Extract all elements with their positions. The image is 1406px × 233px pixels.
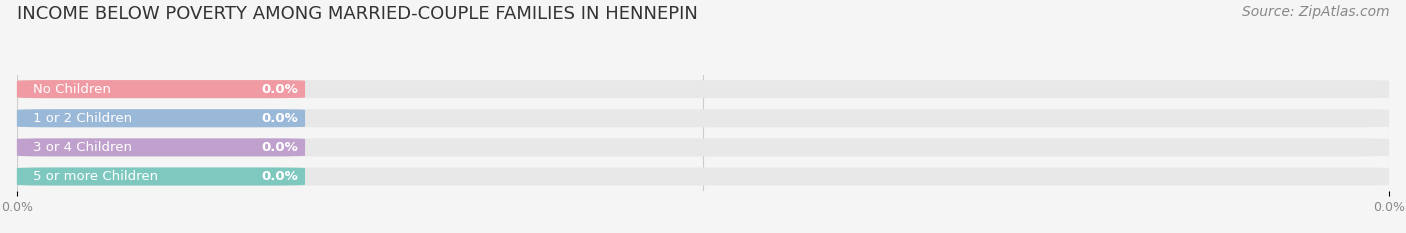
- Text: 0.0%: 0.0%: [262, 83, 298, 96]
- FancyBboxPatch shape: [17, 138, 305, 156]
- Text: 0.0%: 0.0%: [262, 112, 298, 125]
- FancyBboxPatch shape: [17, 109, 305, 127]
- Text: No Children: No Children: [34, 83, 111, 96]
- FancyBboxPatch shape: [17, 80, 1389, 98]
- Text: 5 or more Children: 5 or more Children: [34, 170, 159, 183]
- FancyBboxPatch shape: [17, 138, 1389, 156]
- FancyBboxPatch shape: [17, 168, 1389, 185]
- FancyBboxPatch shape: [17, 168, 305, 185]
- Text: 3 or 4 Children: 3 or 4 Children: [34, 141, 132, 154]
- Text: 0.0%: 0.0%: [262, 170, 298, 183]
- Text: Source: ZipAtlas.com: Source: ZipAtlas.com: [1241, 5, 1389, 19]
- FancyBboxPatch shape: [17, 109, 1389, 127]
- Text: INCOME BELOW POVERTY AMONG MARRIED-COUPLE FAMILIES IN HENNEPIN: INCOME BELOW POVERTY AMONG MARRIED-COUPL…: [17, 5, 697, 23]
- Text: 0.0%: 0.0%: [262, 141, 298, 154]
- Text: 1 or 2 Children: 1 or 2 Children: [34, 112, 132, 125]
- FancyBboxPatch shape: [17, 80, 305, 98]
